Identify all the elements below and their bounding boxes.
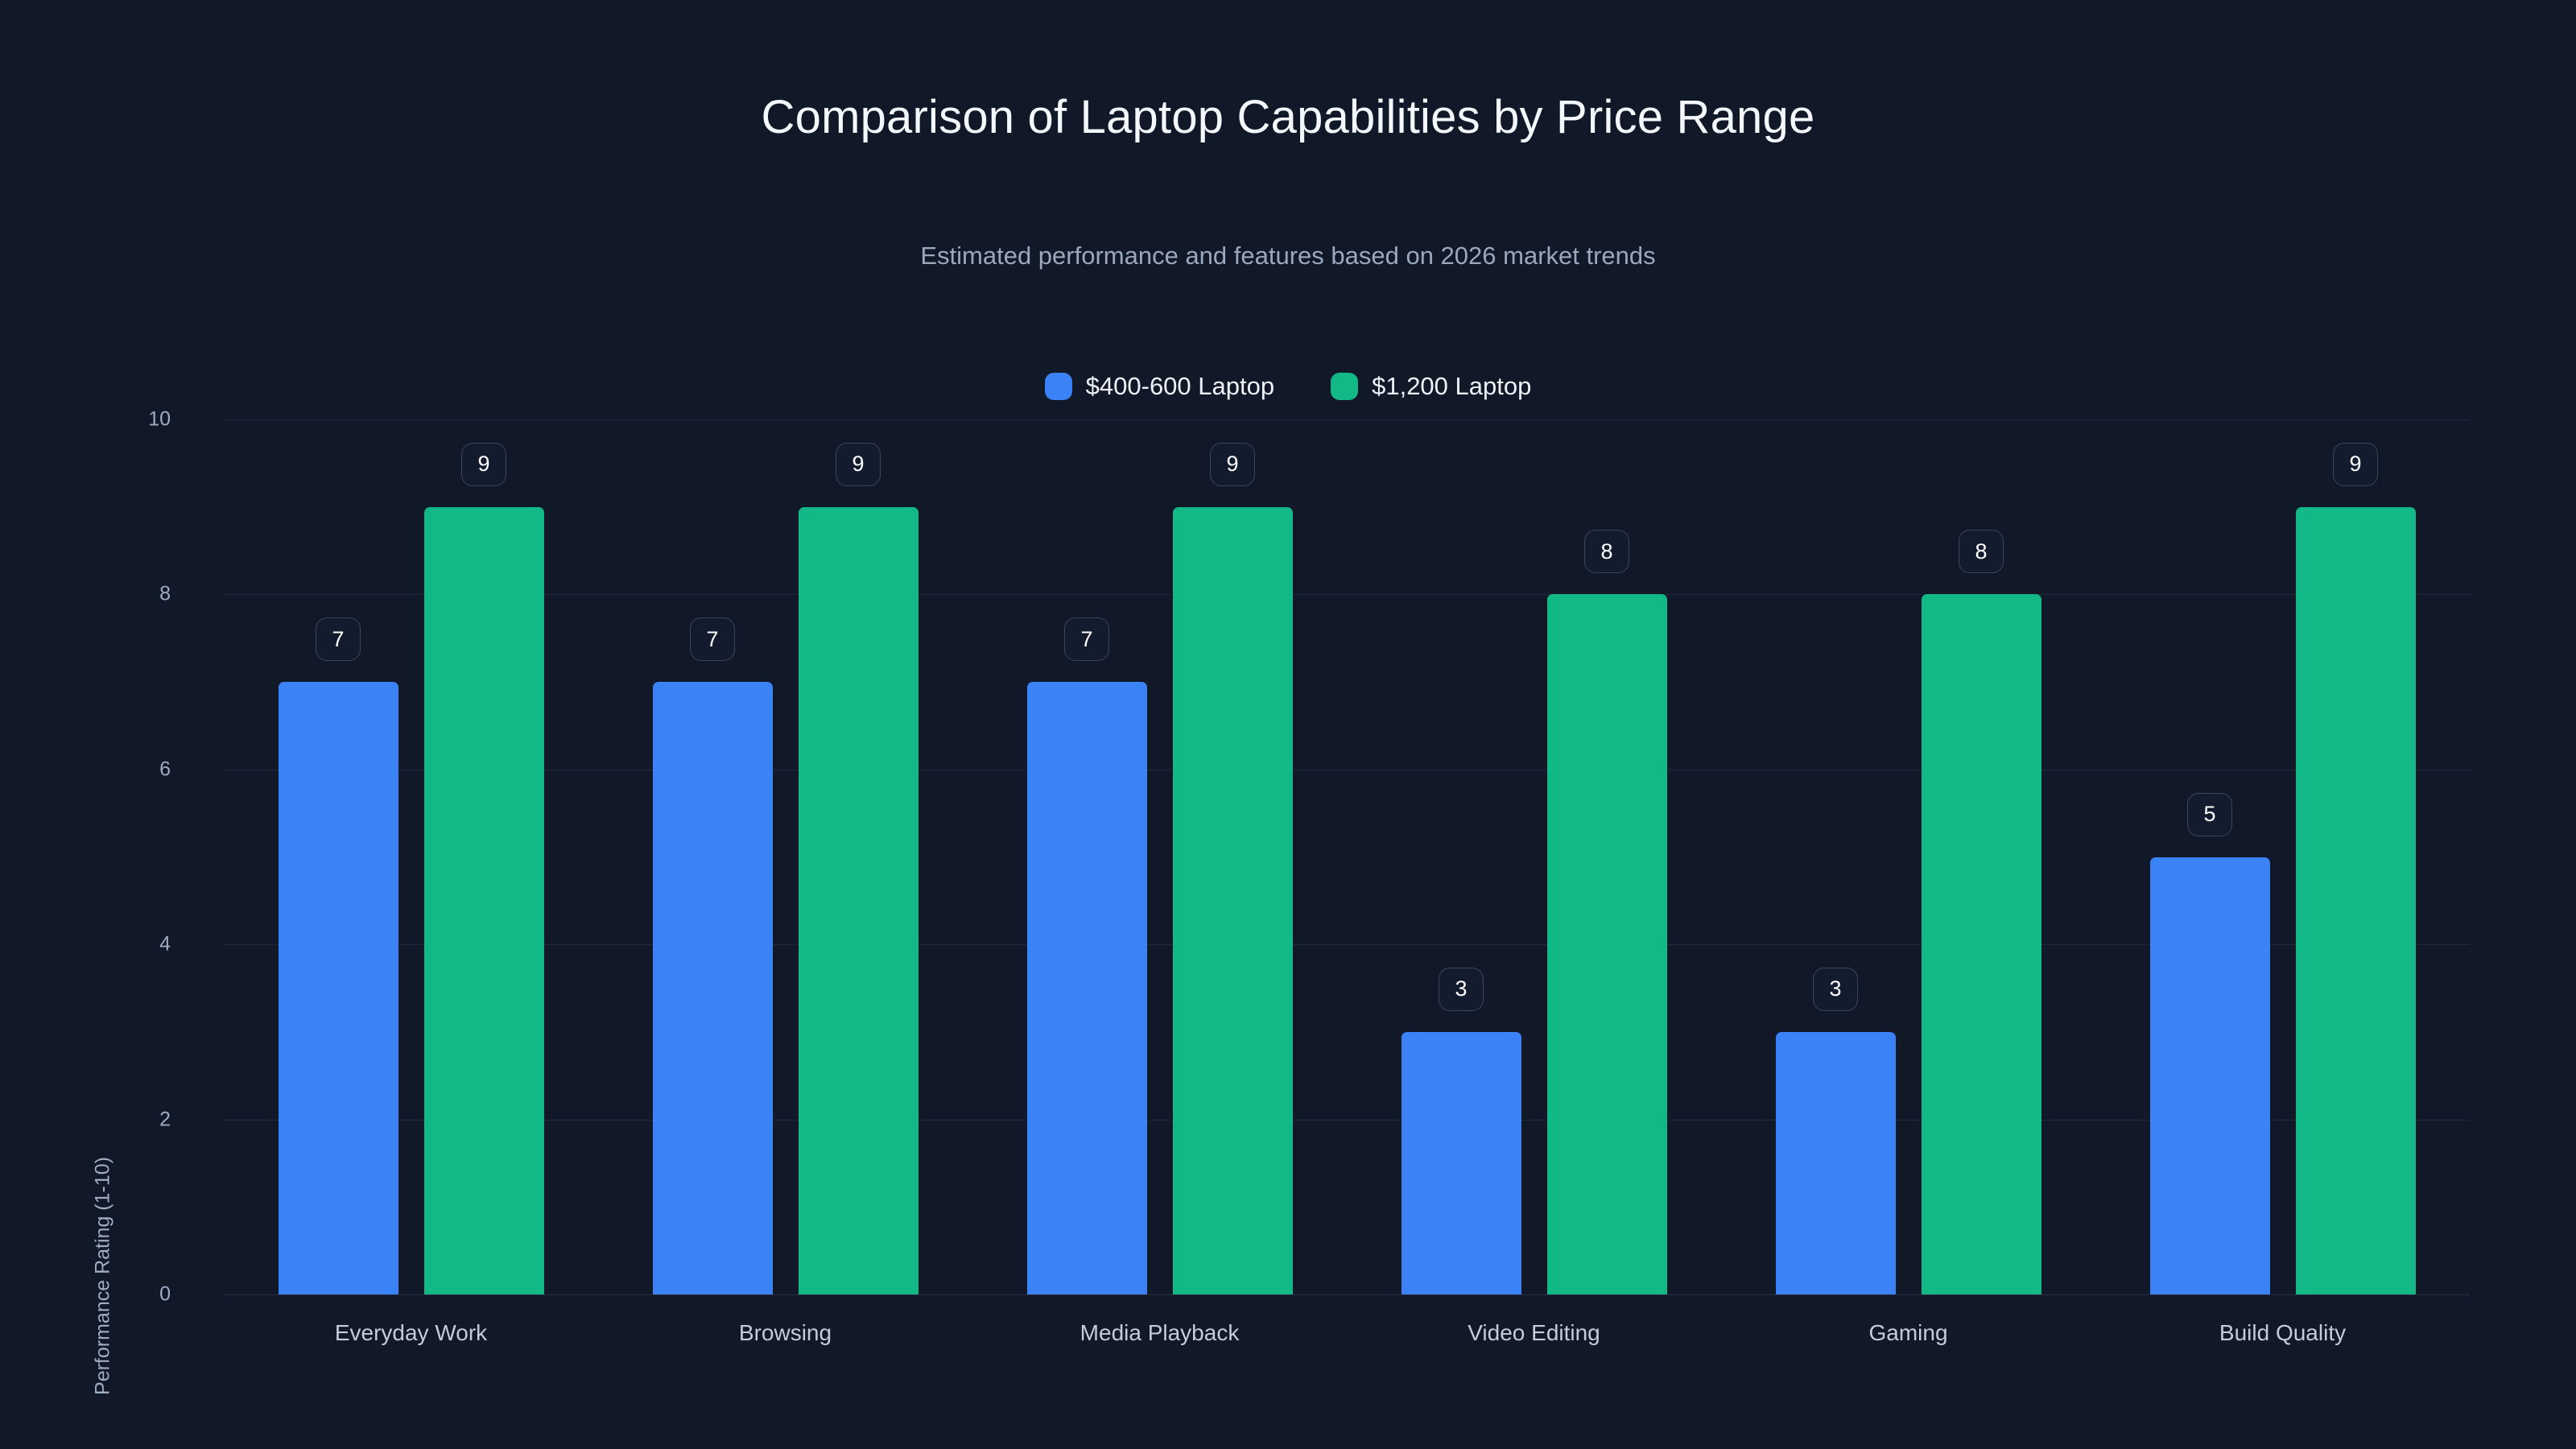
bar-value-label: 9 xyxy=(461,442,506,486)
bar-value-label: 9 xyxy=(1210,442,1255,486)
chart-title: Comparison of Laptop Capabilities by Pri… xyxy=(761,91,1815,143)
legend-item-1[interactable]: $1,200 Laptop xyxy=(1331,372,1531,401)
y-axis-title: Performance Rating (1-10) xyxy=(91,1157,114,1395)
bar[interactable] xyxy=(2149,857,2270,1294)
bar-value-label: 9 xyxy=(2333,442,2378,486)
bar[interactable] xyxy=(1921,594,2041,1294)
bar-value-label: 3 xyxy=(1439,967,1484,1011)
y-tick-label: 4 xyxy=(159,932,171,956)
chart-subtitle: Estimated performance and features based… xyxy=(920,242,1656,270)
plot-area: 7 9 7 9 7 9 3 8 3 8 5 9 xyxy=(224,419,2470,1295)
legend-label: $1,200 Laptop xyxy=(1372,372,1532,400)
bar[interactable] xyxy=(2295,506,2416,1294)
bar[interactable] xyxy=(1026,682,1147,1294)
bar-value-label: 5 xyxy=(2187,792,2232,836)
legend-swatch-icon xyxy=(1331,373,1359,400)
bar-value-label: 7 xyxy=(316,617,361,662)
bar-value-label: 9 xyxy=(836,442,881,486)
y-tick-label: 8 xyxy=(159,582,171,605)
x-tick-label: Build Quality xyxy=(2219,1320,2347,1345)
y-tick-label: 10 xyxy=(148,407,171,431)
y-tick-label: 0 xyxy=(159,1282,171,1306)
bar-value-label: 8 xyxy=(1959,530,2004,574)
x-axis: Everyday Work Browsing Media Playback Video… xyxy=(224,1320,2470,1360)
legend-item-0[interactable]: $400-600 Laptop xyxy=(1044,372,1275,401)
gridline xyxy=(224,419,2470,420)
bar[interactable] xyxy=(423,506,544,1294)
legend-swatch-icon xyxy=(1044,373,1072,400)
bar[interactable] xyxy=(652,682,773,1294)
y-tick-label: 6 xyxy=(159,758,171,781)
y-axis: Performance Rating (1-10) 0 2 4 6 8 10 xyxy=(0,408,201,1395)
bar[interactable] xyxy=(278,682,398,1294)
gridline xyxy=(224,594,2470,596)
bar-value-label: 3 xyxy=(1813,967,1858,1011)
bar-value-label: 7 xyxy=(690,617,735,662)
bar[interactable] xyxy=(1401,1031,1521,1294)
x-tick-label: Browsing xyxy=(738,1320,832,1345)
chart-legend: $400-600 Laptop $1,200 Laptop xyxy=(0,372,2576,401)
x-tick-label: Everyday Work xyxy=(334,1320,488,1345)
x-tick-label: Media Playback xyxy=(1080,1320,1240,1345)
bar[interactable] xyxy=(798,506,919,1294)
gridline xyxy=(224,944,2470,946)
y-tick-label: 2 xyxy=(159,1108,171,1131)
x-tick-label: Video Editing xyxy=(1468,1320,1600,1345)
bar[interactable] xyxy=(1546,594,1667,1294)
x-tick-label: Gaming xyxy=(1868,1320,1948,1345)
legend-label: $400-600 Laptop xyxy=(1085,372,1275,400)
bar-value-label: 7 xyxy=(1064,617,1109,662)
bar-value-label: 8 xyxy=(1584,530,1629,574)
bar[interactable] xyxy=(1172,506,1293,1294)
bar[interactable] xyxy=(1775,1031,1896,1294)
gridline xyxy=(224,1294,2470,1295)
bars-layer: 7 9 7 9 7 9 3 8 3 8 5 9 xyxy=(224,419,2470,1294)
gridline xyxy=(224,1119,2470,1121)
